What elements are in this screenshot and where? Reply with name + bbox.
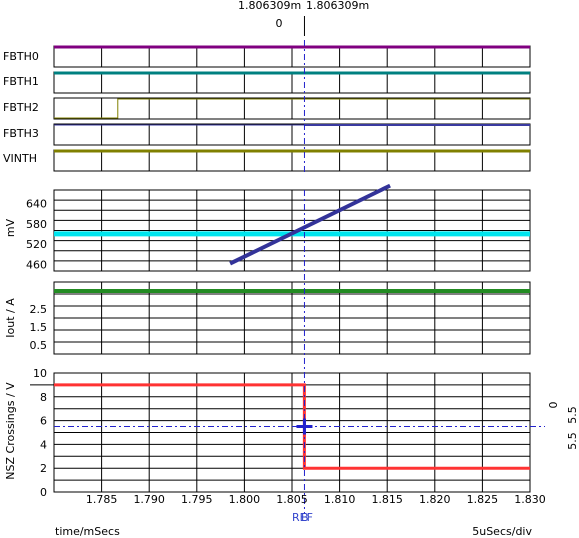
right-readout-value-a: 5.5	[566, 406, 579, 424]
x-tick: 1.800	[229, 493, 261, 506]
right-readout-delta: 0	[547, 402, 560, 409]
channel-label-vinth: VINTH	[3, 152, 37, 165]
y-tick-iout: 0.5	[30, 339, 48, 352]
right-readout-value-b: 5.5	[566, 432, 579, 450]
channel-label-fbth2: FBTH2	[3, 101, 39, 114]
trace-mv-ramp	[229, 183, 391, 266]
y-tick-mv: 640	[26, 198, 47, 211]
x-tick: 1.795	[181, 493, 213, 506]
x-tick: 1.790	[133, 493, 165, 506]
y-axis-label-mv: mV	[4, 218, 17, 237]
y-tick-iout: 1.5	[30, 321, 48, 334]
cursor-readout-right: 1.806309m	[306, 0, 369, 12]
traces-layer	[30, 16, 545, 514]
y-tick-mv: 520	[26, 238, 47, 251]
b-cursor-label: B	[301, 511, 309, 524]
y-tick-nsz: 6	[40, 415, 47, 428]
y-tick-nsz: 4	[40, 438, 47, 451]
x-tick: 1.830	[514, 493, 546, 506]
y-axis-label-nsz: NSZ Crossings / V	[4, 382, 17, 480]
channel-label-fbth3: FBTH3	[3, 127, 39, 140]
y-tick-nsz: 10	[33, 367, 47, 380]
time-scale-label: 5uSecs/div	[472, 525, 532, 538]
y-tick-mv: 460	[26, 258, 47, 271]
y-tick-nsz: 8	[40, 391, 47, 404]
x-tick: 1.815	[371, 493, 403, 506]
y-tick-iout: 2.5	[30, 303, 48, 316]
y-tick-nsz: 0	[40, 486, 47, 499]
x-tick: 1.810	[324, 493, 356, 506]
y-axis-label-iout: Iout / A	[4, 298, 17, 338]
y-tick-nsz: 2	[40, 462, 47, 475]
ticks-layer: 460 520 580 640 0.5 1.5 2.5 0 2 4 6 8 10 1.785 1.790 1.…	[26, 198, 546, 507]
cursor-delta-readout: 0	[276, 17, 283, 30]
channel-label-fbth1: FBTH1	[3, 75, 39, 88]
x-axis-label: time/mSecs	[55, 525, 120, 538]
x-tick: 1.820	[419, 493, 451, 506]
ref-cursor-label: REF	[292, 511, 313, 524]
grid-layer	[53, 45, 531, 493]
channel-label-fbth0: FBTH0	[3, 50, 39, 63]
cursor-readout-left: 1.806309m	[238, 0, 301, 12]
y-tick-mv: 580	[26, 218, 47, 231]
x-tick: 1.785	[86, 493, 118, 506]
x-tick: 1.805	[276, 493, 308, 506]
trace-fbth2	[54, 98, 530, 119]
x-tick: 1.825	[467, 493, 499, 506]
